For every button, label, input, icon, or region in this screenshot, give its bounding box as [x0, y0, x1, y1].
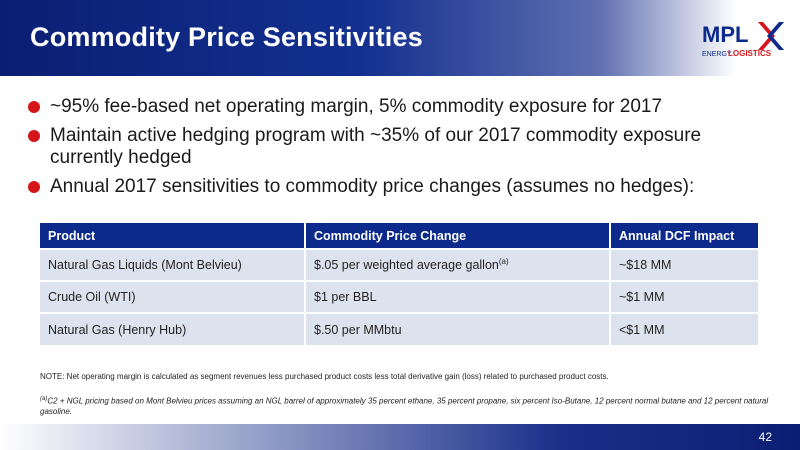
logo-mark-text: MPL [702, 22, 748, 47]
table-row: Natural Gas Liquids (Mont Belvieu) $.05 … [40, 248, 758, 281]
footnote-marker: (a) [40, 396, 48, 402]
column-header-price-change: Commodity Price Change [305, 223, 611, 249]
note-text: NOTE: Net operating margin is calculated… [40, 372, 609, 381]
cell-dcf-impact: ~$1 MM [610, 280, 758, 313]
bullet-dot-icon [28, 101, 40, 113]
cell-dcf-impact: ~$18 MM [610, 248, 758, 281]
table-row: Crude Oil (WTI) $1 per BBL ~$1 MM [40, 280, 758, 313]
bullet-text: Annual 2017 sensitivities to commodity p… [50, 176, 695, 197]
slide-title: Commodity Price Sensitivities [30, 22, 423, 52]
table-header-row: Product Commodity Price Change Annual DC… [40, 223, 758, 249]
logo-subtitle-a: ENERGY [702, 51, 732, 58]
page-number: 42 [758, 430, 772, 444]
sensitivity-table: Product Commodity Price Change Annual DC… [40, 223, 758, 345]
bullet-text: ~95% fee-based net operating margin, 5% … [50, 96, 663, 117]
cell-price-change-text: $.50 per MMbtu [314, 322, 402, 337]
column-header-product: Product [40, 223, 306, 249]
cell-price-change-text: $.05 per weighted average gallon [314, 258, 499, 273]
mplx-logo: MPL ENERGY LOGISTICS [702, 22, 784, 58]
cell-price-change: $1 per BBL [305, 280, 611, 313]
cell-product: Crude Oil (WTI) [40, 280, 306, 313]
cell-price-change: $.50 per MMbtu [305, 312, 611, 345]
bullet-item: Annual 2017 sensitivities to commodity p… [26, 176, 766, 198]
cell-dcf-impact: <$1 MM [610, 312, 758, 345]
footnote-text: (a)C2 + NGL pricing based on Mont Belvie… [40, 394, 770, 417]
bullet-dot-icon [28, 181, 40, 193]
cell-price-change: $.05 per weighted average gallon(a) [305, 248, 611, 281]
table-row: Natural Gas (Henry Hub) $.50 per MMbtu <… [40, 312, 758, 345]
bullet-text: Maintain active hedging program with ~35… [50, 125, 702, 168]
cell-product: Natural Gas Liquids (Mont Belvieu) [40, 248, 306, 281]
footnote-body: C2 + NGL pricing based on Mont Belvieu p… [40, 396, 769, 416]
footnote-ref: (a) [498, 257, 509, 267]
bullet-item: Maintain active hedging program with ~35… [26, 125, 766, 169]
slide-header: Commodity Price Sensitivities MPL ENERGY… [0, 0, 800, 76]
logo-subtitle-b: LOGISTICS [728, 49, 772, 58]
logo-x-left [758, 22, 775, 50]
bullet-item: ~95% fee-based net operating margin, 5% … [26, 96, 766, 118]
column-header-dcf-impact: Annual DCF Impact [610, 223, 758, 249]
logo-x-right [767, 22, 784, 50]
cell-product: Natural Gas (Henry Hub) [40, 312, 306, 345]
bullet-list: ~95% fee-based net operating margin, 5% … [26, 96, 766, 205]
bullet-dot-icon [28, 130, 40, 142]
slide-footer: 42 [0, 424, 800, 450]
cell-price-change-text: $1 per BBL [314, 290, 377, 304]
